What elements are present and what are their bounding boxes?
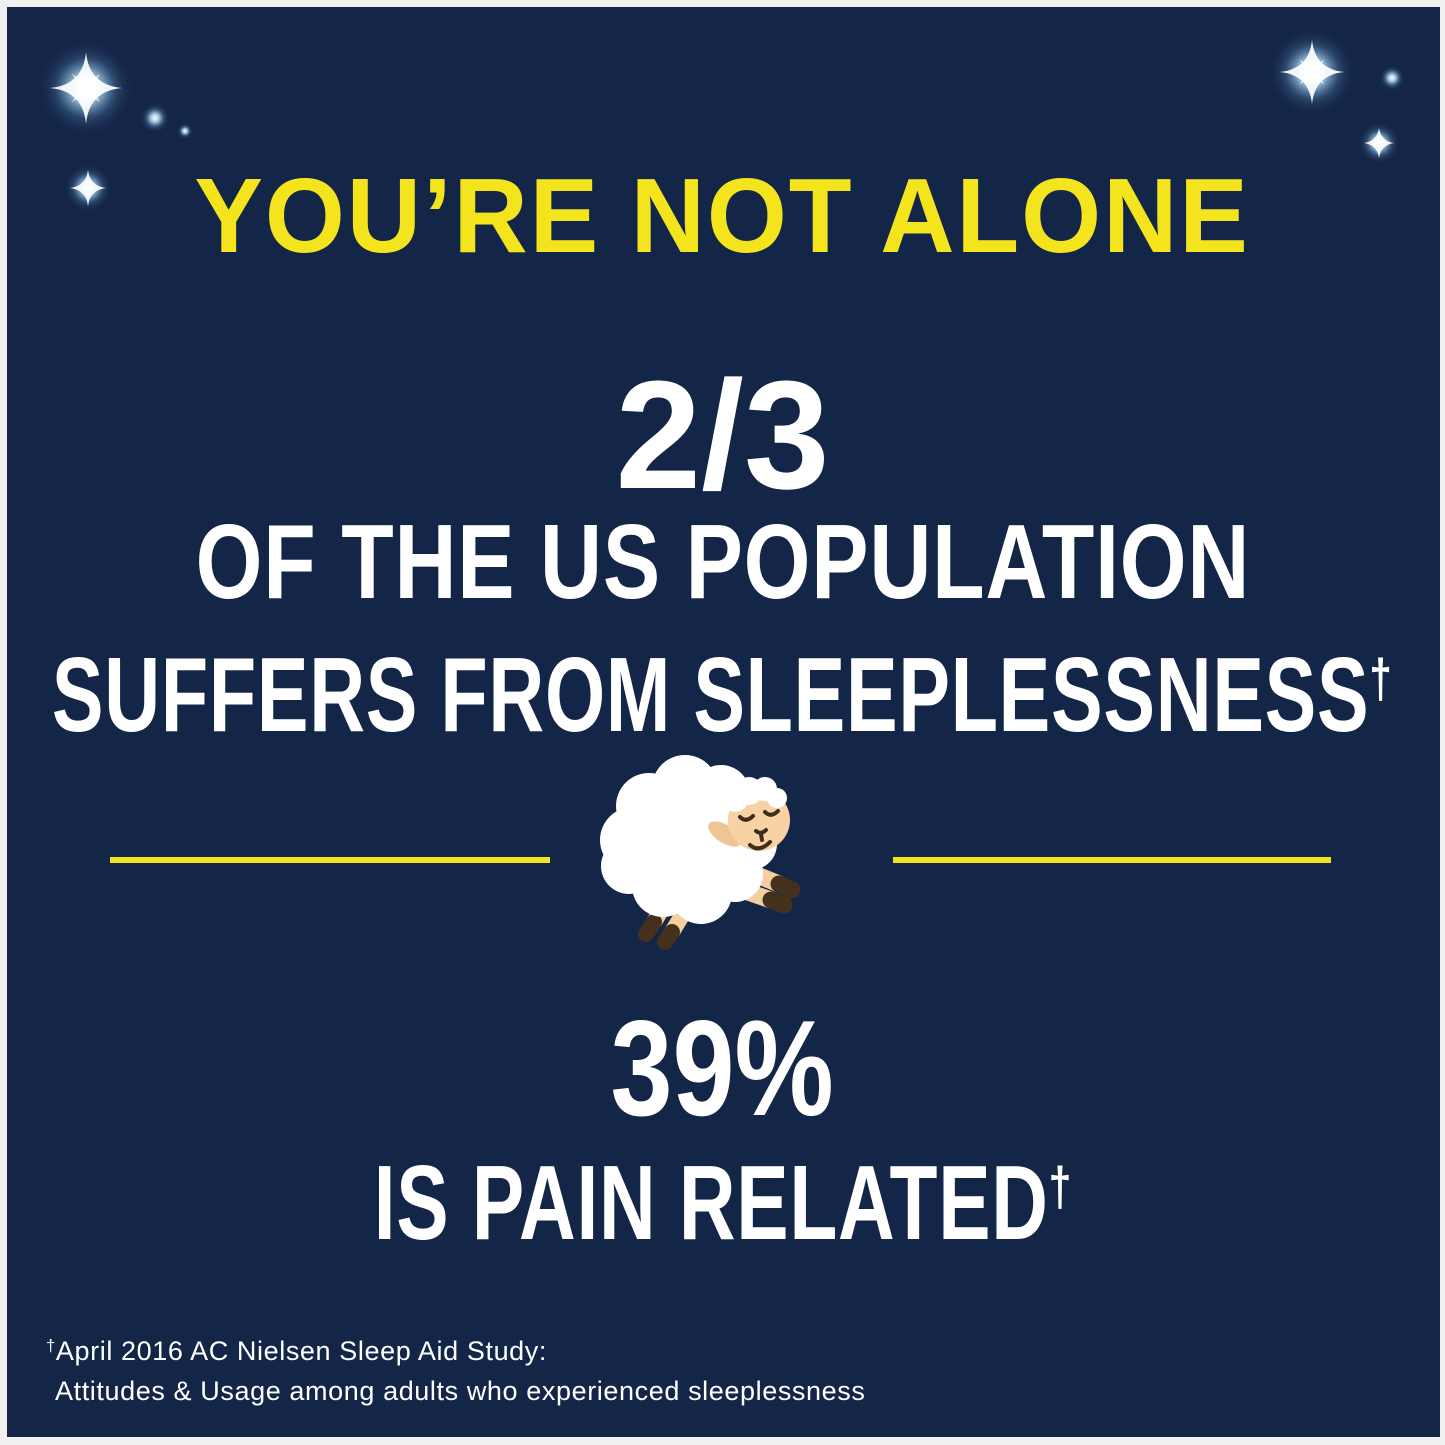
stat-top-line2: SUFFERS FROM SLEEPLESSNESS†: [0, 625, 1445, 748]
divider-line-left: [110, 857, 550, 863]
divider-line-right: [893, 857, 1331, 863]
dagger-superscript: †: [1369, 647, 1393, 709]
footnote-line1-text: April 2016 AC Nielsen Sleep Aid Study:: [55, 1336, 548, 1367]
stat-top-line2-text: SUFFERS FROM SLEEPLESSNESS: [52, 636, 1370, 755]
stat-bottom-label-text: IS PAIN RELATED: [373, 1144, 1049, 1263]
sheep-body-fluff: [600, 755, 777, 924]
footnote: †April 2016 AC Nielsen Sleep Aid Study: …: [46, 1326, 865, 1411]
sparkle-stars-left-icon: [38, 40, 193, 212]
star-medium-icon: [1358, 122, 1400, 164]
stat-top-line1: OF THE US POPULATION: [0, 509, 1445, 615]
sheep-face-features: [738, 809, 780, 851]
stat-bottom-value-text: 39%: [610, 992, 835, 1144]
star-large-icon: [1268, 28, 1356, 116]
star-tiny-icon: [177, 123, 193, 139]
stat-bottom-value: 39%: [0, 1000, 1445, 1136]
star-medium-icon: [64, 164, 112, 212]
dagger-mark: †: [46, 1336, 56, 1355]
stat-bottom-label: IS PAIN RELATED†: [0, 1133, 1445, 1256]
stat-top-value-text: 2/3: [615, 349, 830, 521]
stat-top-line1-text: OF THE US POPULATION: [195, 503, 1250, 621]
sparkle-stars-right-icon: [1268, 28, 1405, 164]
headline: YOU’RE NOT ALONE: [0, 163, 1445, 269]
jumping-sheep-icon: [600, 755, 801, 950]
sheep-ear: [708, 821, 742, 847]
footnote-line1: †April 2016 AC Nielsen Sleep Aid Study:: [46, 1326, 865, 1371]
dagger-superscript: †: [1048, 1155, 1072, 1217]
footnote-line2-text: Attitudes & Usage among adults who exper…: [55, 1376, 866, 1407]
sheep-head-fluff: [721, 777, 787, 812]
night-sky-background: [7, 7, 1440, 1437]
footnote-line2: Attitudes & Usage among adults who exper…: [46, 1371, 865, 1411]
star-dot-icon: [1379, 65, 1405, 91]
star-dot-icon: [140, 103, 170, 133]
stat-top-value: 2/3: [0, 358, 1445, 512]
star-large-icon: [38, 40, 134, 136]
headline-text: YOU’RE NOT ALONE: [194, 157, 1251, 275]
